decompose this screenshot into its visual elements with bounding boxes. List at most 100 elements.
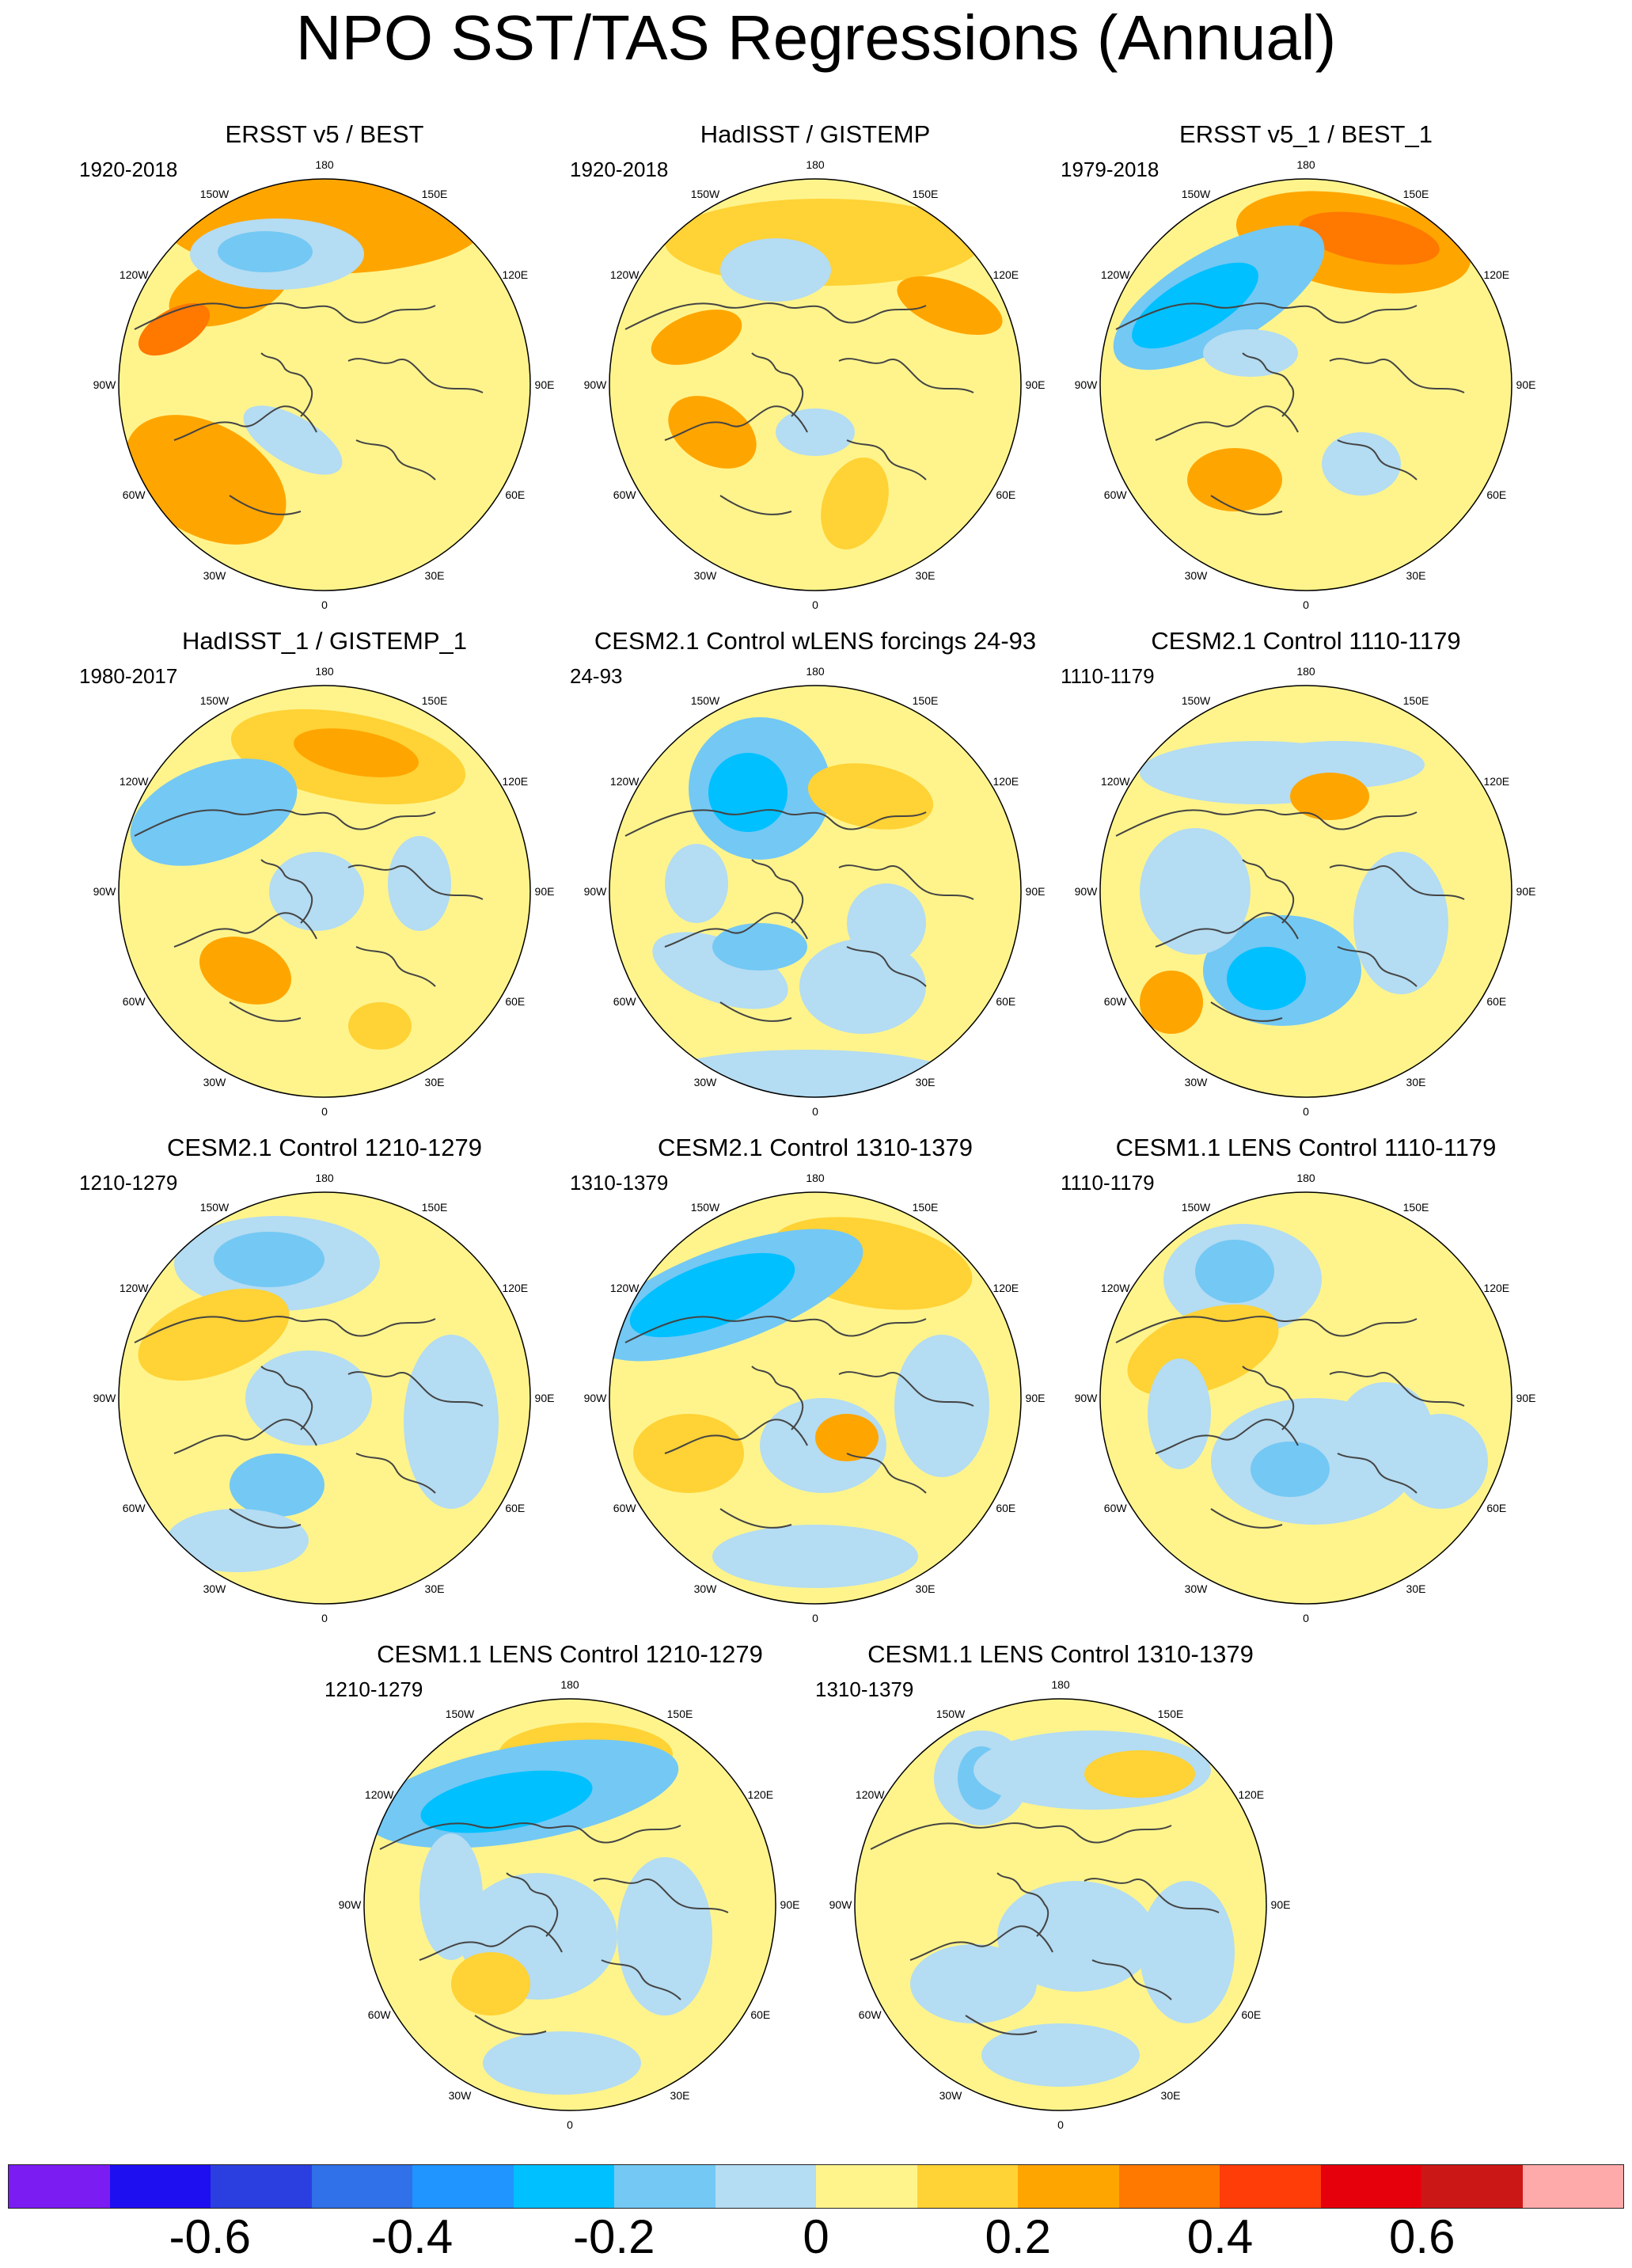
panel-title: CESM2.1 Control 1210-1279 [166,1134,483,1161]
coastline [846,439,927,481]
longitude-label: 150E [667,1708,693,1720]
longitude-label: 90E [1026,885,1046,898]
polar-map-svg: 180 150E 120E 90E 60E 30E 0 30W 60W 90W 120W 150W [339,1678,800,2131]
longitude-label: 30W [694,1582,718,1595]
panel-title: CESM2.1 Control 1310-1379 [657,1134,974,1161]
longitude-label: 30W [939,2089,963,2102]
coastline [846,1453,927,1494]
longitude-label: 30W [694,1076,718,1088]
anomaly-region [894,1335,989,1477]
anomaly-region [847,883,926,963]
panel-cesm1-1110: CESM1.1 LENS Control 1110-1179 1110-1179… [1061,1132,1551,1639]
longitude-label: 150W [691,188,720,200]
coastline [996,1872,1049,1937]
coastline [1329,358,1465,393]
polar-map: 180 150E 120E 90E 60E 30E 0 30W 60W 90W 120W 150W [325,1677,815,2145]
polar-map-svg: 180 150E 120E 90E 60E 30E 0 30W 60W 90W 120W 150W [1075,158,1536,611]
longitude-label: 60W [613,1502,637,1514]
longitude-label: 60E [996,995,1015,1008]
coastline [1084,1878,1220,1913]
coastline [474,2015,547,2035]
longitude-label: 150W [200,1201,230,1214]
panel-cesm2-wlens: CESM2.1 Control wLENS forcings 24-93 24-… [570,625,1061,1132]
polar-map-svg: 180 150E 120E 90E 60E 30E 0 30W 60W 90W 120W 150W [829,1678,1291,2131]
longitude-label: 90E [535,885,555,898]
longitude-label: 120E [1238,1788,1264,1801]
coastline [1242,859,1295,924]
longitude-label: 30W [1185,1076,1209,1088]
coastline [1115,809,1418,837]
anomaly-region [720,238,831,302]
anomaly-region [483,2031,641,2095]
anomaly-region [199,936,292,1005]
polar-map: 180 150E 120E 90E 60E 30E 0 30W 60W 90W 120W 150W [1061,1170,1551,1639]
longitude-label: 120E [1483,1282,1509,1294]
longitude-label: 90E [1026,1392,1046,1404]
longitude-label: 60E [1486,1502,1506,1514]
longitude-label: 180 [806,158,825,171]
anomaly-region [1322,432,1401,496]
longitude-label: 90E [1516,378,1536,391]
longitude-label: 180 [806,665,825,678]
coastline [601,1959,681,2000]
figure-title: NPO SST/TAS Regressions (Annual) [295,2,1337,73]
longitude-label: 60W [613,995,637,1008]
anomaly-region [668,396,757,469]
anomaly-region [1227,947,1306,1010]
longitude-label: 60E [1241,2008,1261,2021]
longitude-label: 150E [1158,1708,1184,1720]
longitude-label: 120E [1483,775,1509,788]
longitude-label: 0 [812,1612,818,1624]
colorbar-swatch [816,2165,917,2208]
longitude-label: 60W [1104,1502,1128,1514]
panel-title: HadISST_1 / GISTEMP_1 [181,627,468,655]
anomaly-region [1353,852,1448,994]
polar-map: 180 150E 120E 90E 60E 30E 0 30W 60W 90W 120W 150W [815,1677,1306,2145]
colorbar-swatch [1522,2165,1623,2208]
longitude-label: 180 [315,158,334,171]
coastline [134,1316,436,1343]
longitude-label: 150W [1182,694,1211,707]
anomaly-region [1084,1750,1195,1798]
anomaly-region [712,1525,918,1588]
longitude-label: 90W [584,378,608,391]
colorbar-swatch [1118,2165,1220,2208]
longitude-label: 60E [505,1502,525,1514]
anomaly-region [420,1770,593,1833]
longitude-label: 60E [996,488,1015,501]
longitude-label: 150W [1182,1201,1211,1214]
coastline [1155,1419,1299,1454]
anomaly-region [404,1335,499,1509]
coastline [355,946,436,987]
longitude-label: 150E [422,694,448,707]
longitude-label: 30E [425,569,445,582]
longitude-label: 30E [1406,1076,1426,1088]
polar-map: 180 150E 120E 90E 60E 30E 0 30W 60W 90W 120W 150W [570,663,1061,1132]
longitude-label: 30E [425,1076,445,1088]
anomaly-region [1393,1414,1488,1509]
coastline [173,912,317,948]
longitude-label: 150W [691,694,720,707]
map-boundary [609,178,1022,591]
anomaly-region [214,1232,325,1287]
longitude-label: 90W [1075,378,1099,391]
longitude-label: 120W [365,1788,394,1801]
coastline [846,946,927,987]
coastline [260,859,313,924]
longitude-label: 180 [315,665,334,678]
colorbar-tick-label: 0 [803,2210,829,2263]
map-boundary [118,1191,531,1605]
anomaly-region [125,415,287,545]
polar-map-svg: 180 150E 120E 90E 60E 30E 0 30W 60W 90W 120W 150W [93,665,555,1118]
polar-map: 180 150E 120E 90E 60E 30E 0 30W 60W 90W 120W 150W [570,157,1061,625]
longitude-label: 60E [996,1502,1015,1514]
polar-map: 180 150E 120E 90E 60E 30E 0 30W 60W 90W 120W 150W [1061,663,1551,1132]
longitude-label: 120W [610,775,640,788]
panel-cesm1-1310: CESM1.1 LENS Control 1310-1379 1310-1379… [815,1639,1306,2145]
longitude-label: 150E [913,1201,939,1214]
coastline [1329,864,1465,900]
coastline [664,405,808,441]
panel-period: 1210-1279 [325,1677,423,1701]
longitude-label: 0 [812,1105,818,1118]
longitude-label: 150E [1403,188,1429,200]
